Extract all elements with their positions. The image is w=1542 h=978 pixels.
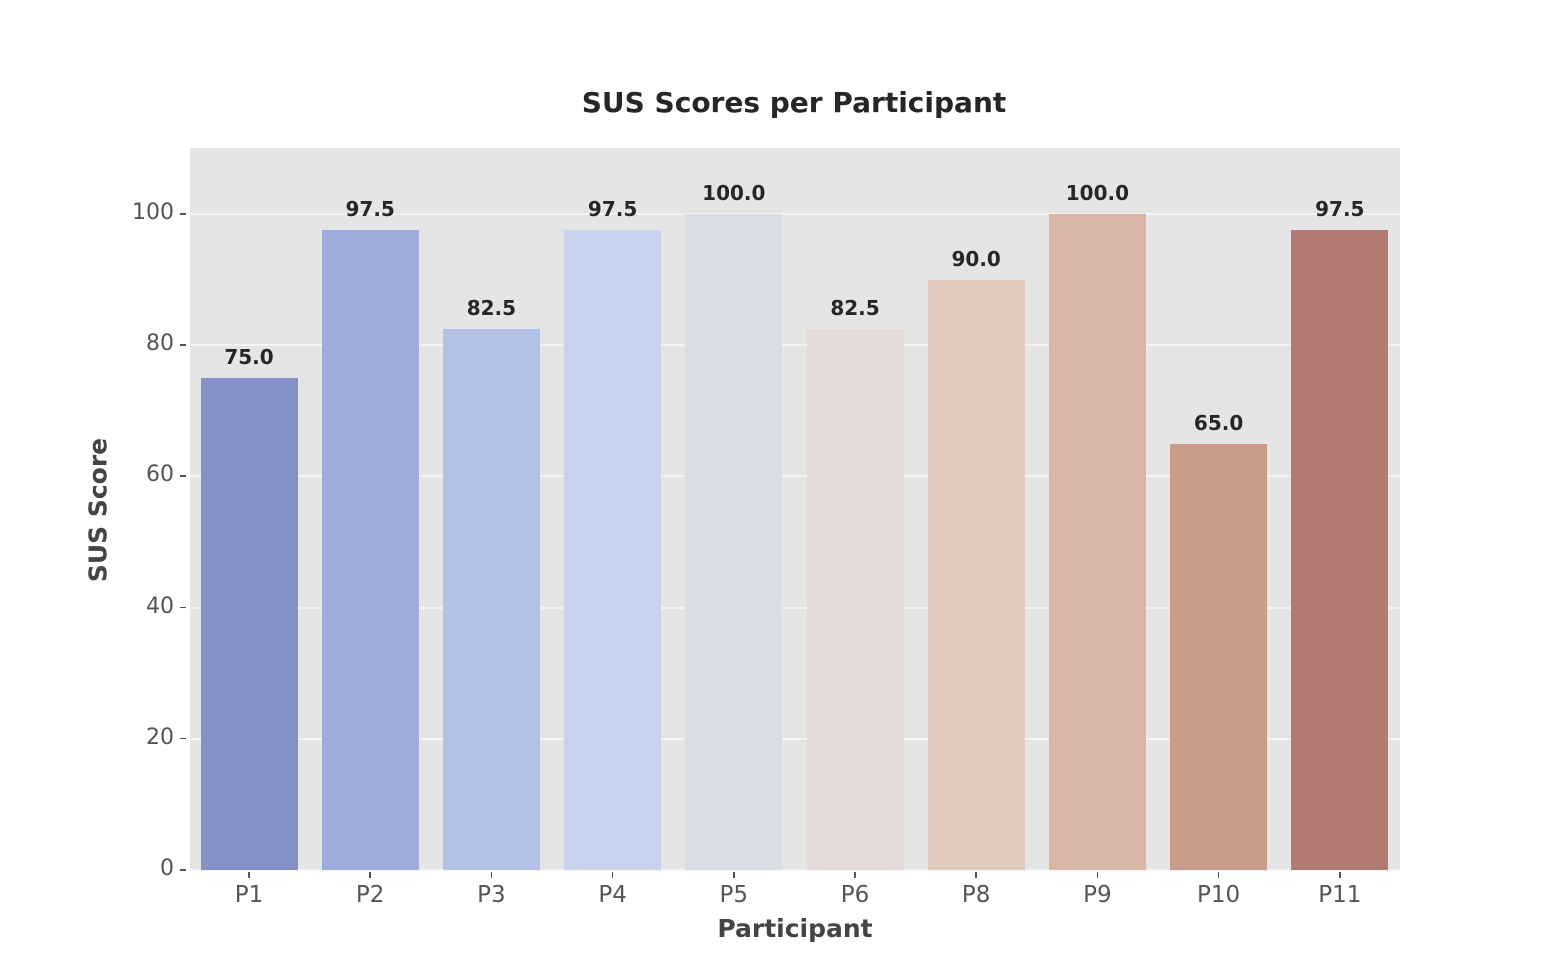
bar-value-label: 100.0	[1065, 181, 1130, 205]
bar-value-label: 75.0	[224, 345, 274, 369]
bar-value-label: 100.0	[702, 181, 766, 205]
x-tick-label: P8	[961, 882, 991, 908]
x-tick-mark	[611, 872, 614, 878]
chart-title: SUS Scores per Participant	[581, 86, 1007, 119]
y-tick-label: 40	[146, 593, 174, 619]
bar-p6	[806, 328, 904, 870]
x-tick-mark	[854, 872, 856, 878]
y-tick-label: 80	[146, 331, 174, 357]
x-tick-mark	[490, 872, 493, 878]
x-tick-mark	[1096, 872, 1099, 878]
x-tick-label: P11	[1318, 882, 1362, 908]
bar-value-label: 82.5	[830, 295, 880, 320]
gridline	[190, 737, 1400, 740]
gridline	[190, 869, 1400, 871]
bar-value-label: 65.0	[1193, 410, 1244, 435]
bar-value-label: 97.5	[587, 197, 638, 222]
bar-p1	[200, 378, 298, 870]
bar-p5	[685, 214, 783, 870]
y-tick-label: 100	[132, 200, 174, 225]
bar-p4	[564, 230, 662, 870]
x-tick-mark	[975, 872, 977, 878]
bar-value-label: 82.5	[466, 295, 517, 320]
y-tick-mark	[180, 344, 186, 346]
x-tick-label: P1	[234, 882, 264, 908]
y-tick-label: 60	[146, 462, 174, 488]
gridline	[190, 475, 1400, 478]
x-tick-label: P10	[1197, 882, 1241, 908]
x-axis-label: Participant	[717, 914, 873, 943]
x-tick-mark	[733, 872, 735, 878]
bar-p9	[1048, 214, 1146, 870]
bar-p11	[1291, 230, 1389, 870]
x-tick-mark	[369, 872, 371, 878]
bar-p3	[442, 328, 540, 870]
x-tick-mark	[248, 872, 250, 878]
bar-value-label: 97.5	[1315, 197, 1365, 222]
y-tick-label: 0	[160, 856, 174, 881]
bar-p10	[1170, 443, 1268, 870]
y-tick-mark	[180, 475, 186, 477]
y-tick-mark	[180, 737, 186, 740]
y-tick-label: 20	[146, 724, 174, 750]
x-tick-label: P9	[1083, 882, 1112, 908]
gridline	[190, 606, 1400, 609]
bar-p8	[927, 279, 1025, 870]
x-tick-mark	[1217, 872, 1220, 878]
y-tick-mark	[180, 606, 186, 609]
x-tick-mark	[1339, 872, 1341, 878]
y-tick-mark	[180, 213, 186, 215]
gridline	[190, 213, 1400, 215]
gridline	[190, 344, 1400, 347]
bar-value-label: 97.5	[345, 197, 395, 222]
x-tick-label: P2	[355, 882, 385, 908]
y-axis-label: SUS Score	[83, 437, 113, 583]
plot-area	[190, 148, 1400, 871]
x-tick-label: P4	[598, 882, 627, 908]
x-tick-label: P5	[719, 882, 749, 908]
x-tick-label: P6	[840, 882, 870, 908]
bar-value-label: 90.0	[951, 246, 1001, 271]
y-tick-mark	[180, 869, 186, 871]
x-tick-label: P3	[477, 882, 506, 908]
bar-p2	[321, 230, 419, 870]
